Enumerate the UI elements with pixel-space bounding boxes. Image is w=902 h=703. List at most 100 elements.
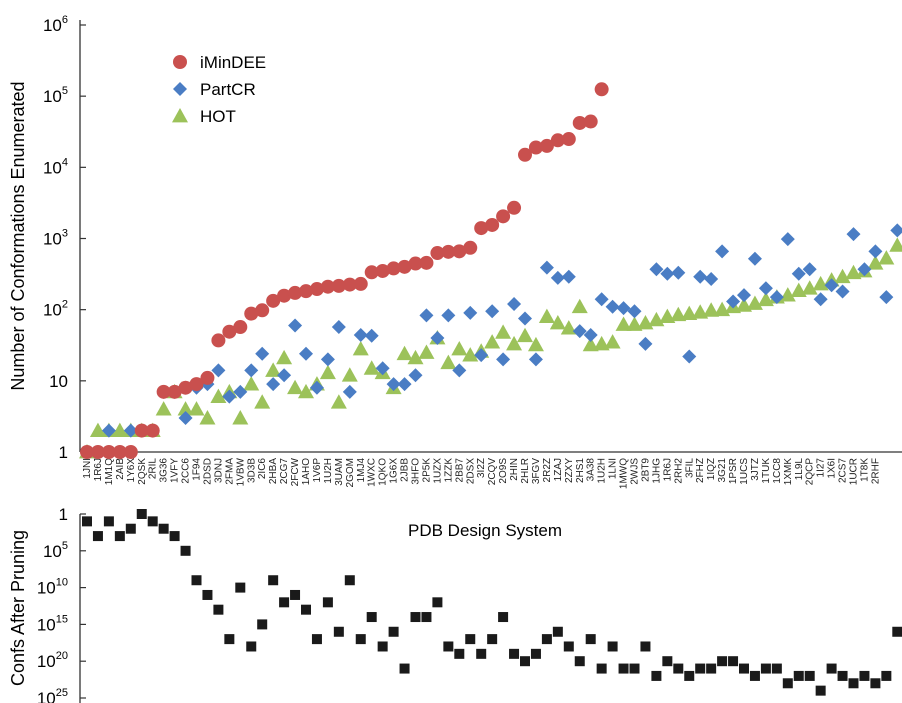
imindee-point bbox=[156, 384, 171, 399]
partcr-point bbox=[408, 368, 423, 383]
hot-point bbox=[834, 268, 851, 284]
hot-point bbox=[746, 295, 763, 310]
imindee-point bbox=[112, 445, 127, 459]
pruned-confs-point bbox=[224, 634, 235, 645]
pruned-confs-point bbox=[607, 641, 618, 652]
x-category-label: 2QCP bbox=[805, 458, 816, 486]
hot-point bbox=[867, 255, 884, 270]
hot-point bbox=[681, 305, 698, 321]
pruned-confs-point bbox=[82, 516, 92, 527]
tick-base: 10 bbox=[37, 615, 56, 634]
x-category-label: 2CS7 bbox=[838, 458, 849, 483]
x-category-label: 2HIN bbox=[509, 458, 520, 481]
pruned-confs-point bbox=[717, 656, 728, 667]
pruned-confs-point bbox=[509, 648, 520, 659]
partcr-point bbox=[375, 361, 390, 376]
hot-point bbox=[111, 422, 128, 437]
pruned-confs-point bbox=[596, 663, 607, 674]
imindee-point bbox=[123, 445, 138, 459]
pruned-confs-point bbox=[169, 531, 180, 542]
imindee-point bbox=[90, 445, 105, 459]
pruned-confs-point bbox=[487, 634, 498, 645]
pruned-confs-point bbox=[410, 612, 421, 623]
x-category-label: 3G36 bbox=[159, 458, 170, 483]
x-category-label: 3DNJ bbox=[213, 458, 224, 483]
x-category-label: 2JBB bbox=[400, 458, 411, 482]
pruned-confs-point bbox=[870, 678, 881, 689]
pruned-confs-point bbox=[246, 641, 257, 652]
imindee-point bbox=[342, 277, 357, 292]
partcr-point bbox=[364, 328, 379, 343]
hot-point bbox=[506, 335, 523, 351]
x-category-label: 2FCW bbox=[290, 457, 301, 486]
x-category-label: 3G21 bbox=[717, 458, 728, 483]
pruned-confs-point bbox=[344, 575, 355, 586]
x-category-label: 1Y6X bbox=[126, 458, 137, 483]
partcr-point bbox=[463, 305, 478, 320]
hot-point bbox=[812, 275, 829, 291]
tick-base: 10 bbox=[37, 579, 56, 598]
tick-base: 10 bbox=[37, 652, 56, 671]
partcr-point bbox=[583, 328, 598, 343]
partcr-point bbox=[288, 318, 303, 333]
hot-point bbox=[396, 345, 413, 361]
pruned-confs-point bbox=[541, 634, 552, 645]
partcr-point bbox=[737, 288, 751, 303]
pruned-confs-point bbox=[585, 634, 596, 645]
partcr-point bbox=[769, 290, 784, 305]
x-category-label: 1R6J bbox=[662, 458, 673, 481]
tick-exponent: 2 bbox=[62, 299, 68, 311]
hot-point bbox=[363, 360, 380, 375]
x-category-label: 1V6P bbox=[312, 458, 323, 483]
pruned-confs-point bbox=[279, 597, 290, 608]
partcr-point bbox=[353, 328, 368, 343]
partcr-point bbox=[813, 292, 828, 307]
tick-base: 1 bbox=[59, 443, 68, 462]
partcr-point bbox=[649, 262, 664, 277]
x-category-label: 1AHO bbox=[301, 458, 312, 485]
pruned-confs-point bbox=[804, 670, 815, 681]
bottom-y-axis-title: Confs After Pruning bbox=[8, 530, 28, 686]
pruned-confs-point bbox=[103, 516, 114, 527]
imindee-point bbox=[507, 200, 522, 215]
x-category-label: 1ZAJ bbox=[553, 458, 564, 481]
x-category-label: 1JHG bbox=[651, 458, 662, 484]
legend-marker-hot bbox=[172, 108, 188, 123]
imindee-point bbox=[572, 115, 587, 130]
hot-point bbox=[89, 422, 106, 437]
hot-point bbox=[495, 324, 512, 339]
pruned-confs-point bbox=[290, 589, 301, 600]
imindee-point bbox=[528, 140, 543, 155]
hot-point bbox=[670, 306, 687, 322]
imindee-point bbox=[145, 423, 160, 438]
top-y-tick-label: 10 bbox=[49, 372, 68, 391]
x-category-label: 2FMA bbox=[224, 458, 235, 485]
tick-exponent: 5 bbox=[62, 85, 68, 97]
partcr-point bbox=[890, 223, 902, 238]
imindee-point bbox=[211, 333, 226, 348]
tick-exponent: 4 bbox=[62, 156, 68, 168]
hot-point bbox=[287, 379, 304, 395]
hot-point bbox=[484, 334, 501, 349]
pruned-confs-point bbox=[662, 656, 673, 667]
x-category-label: 2HS1 bbox=[575, 458, 586, 483]
partcr-point bbox=[726, 294, 741, 309]
tick-exponent: 25 bbox=[56, 687, 68, 699]
partcr-point bbox=[518, 311, 532, 326]
partcr-point bbox=[211, 363, 226, 378]
imindee-point bbox=[474, 221, 489, 236]
x-category-label: 3HFO bbox=[411, 458, 422, 485]
partcr-point bbox=[802, 262, 817, 277]
legend-label: iMinDEE bbox=[200, 53, 266, 72]
x-category-label: 1T8K bbox=[859, 458, 870, 482]
imindee-point bbox=[200, 370, 215, 385]
hot-point bbox=[232, 410, 249, 425]
partcr-point bbox=[233, 384, 248, 399]
pruned-confs-point bbox=[563, 641, 574, 652]
pruned-confs-point bbox=[191, 575, 202, 586]
partcr-point bbox=[419, 308, 434, 323]
imindee-point bbox=[266, 293, 281, 308]
x-category-label: 3FIL bbox=[684, 458, 695, 478]
hot-point bbox=[571, 298, 588, 314]
